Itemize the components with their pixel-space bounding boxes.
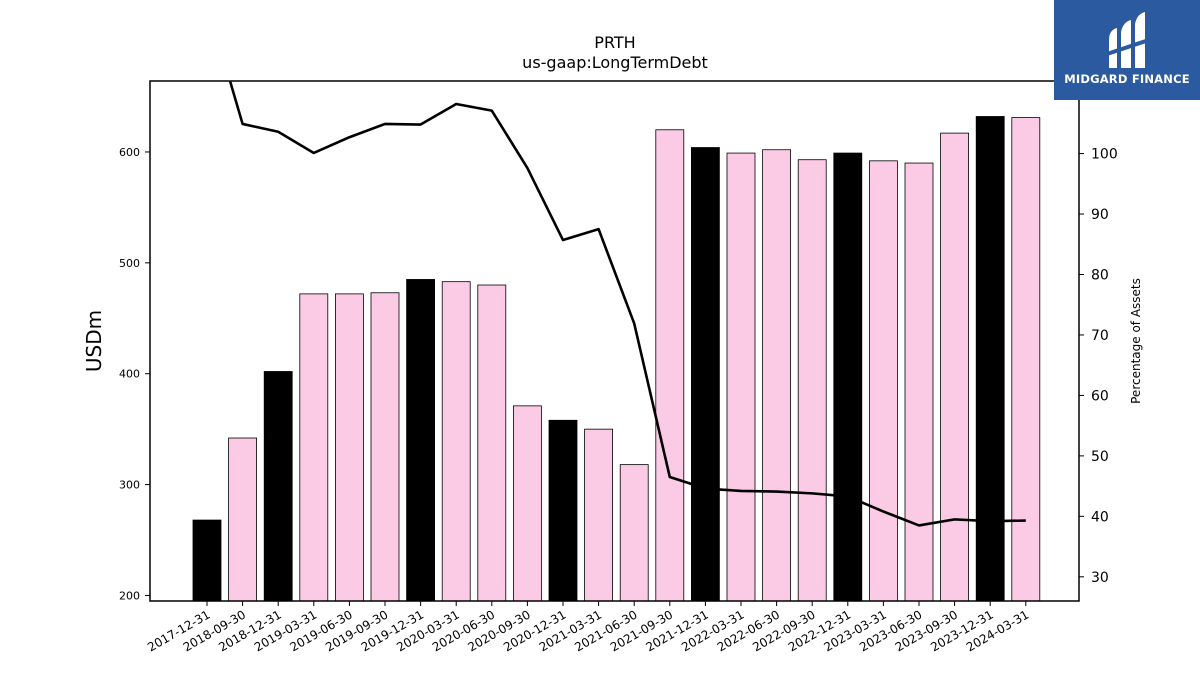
x-axis: 2017-12-312018-09-302018-12-312019-03-31…	[145, 601, 1031, 654]
brand-name: MIDGARD FINANCE	[1064, 72, 1190, 86]
y2-tick-label: 80	[1091, 267, 1109, 283]
bars	[192, 116, 1041, 602]
bar	[655, 129, 685, 602]
bar	[263, 371, 293, 602]
y2-tick-label: 40	[1091, 509, 1109, 525]
right-axis: 30 40 50 60 70 80 90 100	[1079, 147, 1118, 586]
bar	[1011, 117, 1041, 602]
brand-logo: MIDGARD FINANCE	[1054, 0, 1200, 100]
chart-subtitle: us-gaap:LongTermDebt	[522, 53, 708, 72]
y2-tick-label: 90	[1091, 207, 1109, 223]
y2-tick-label: 70	[1091, 328, 1109, 344]
chart-title: PRTH	[594, 33, 635, 52]
midgard-logo-icon	[1106, 12, 1150, 68]
left-axis: 200 300 400 500 600	[119, 146, 150, 602]
bar	[584, 428, 613, 602]
bar	[833, 152, 863, 602]
y2-tick-label: 30	[1091, 570, 1109, 586]
y-tick-label: 600	[119, 146, 140, 159]
bar	[299, 293, 329, 602]
bar	[406, 279, 436, 602]
plot-frame	[149, 80, 1080, 602]
y2-tick-label: 50	[1091, 449, 1109, 465]
bar	[334, 293, 364, 602]
bar	[477, 284, 507, 602]
trend-line	[228, 81, 1026, 527]
bar	[691, 147, 720, 602]
bar	[192, 519, 222, 602]
bar	[975, 116, 1005, 602]
bar	[797, 159, 827, 602]
bar	[228, 437, 258, 602]
bar	[762, 149, 791, 602]
bar	[619, 464, 649, 602]
bar	[513, 405, 542, 602]
bar	[940, 132, 969, 602]
y-tick-label: 200	[119, 589, 140, 602]
bar	[869, 160, 898, 602]
trend-line-group	[228, 81, 1026, 527]
y-tick-label: 300	[119, 479, 140, 492]
bar	[904, 162, 934, 602]
y2-tick-label: 100	[1091, 147, 1118, 163]
y-tick-label: 400	[119, 368, 140, 381]
y-axis-label: USDm	[82, 310, 106, 372]
bar	[370, 292, 400, 602]
bar	[726, 152, 756, 602]
bar	[548, 419, 578, 602]
bar	[441, 281, 471, 602]
y2-tick-label: 60	[1091, 388, 1109, 404]
y-tick-label: 500	[119, 257, 140, 270]
y2-axis-label: Percentage of Assets	[1129, 278, 1143, 404]
